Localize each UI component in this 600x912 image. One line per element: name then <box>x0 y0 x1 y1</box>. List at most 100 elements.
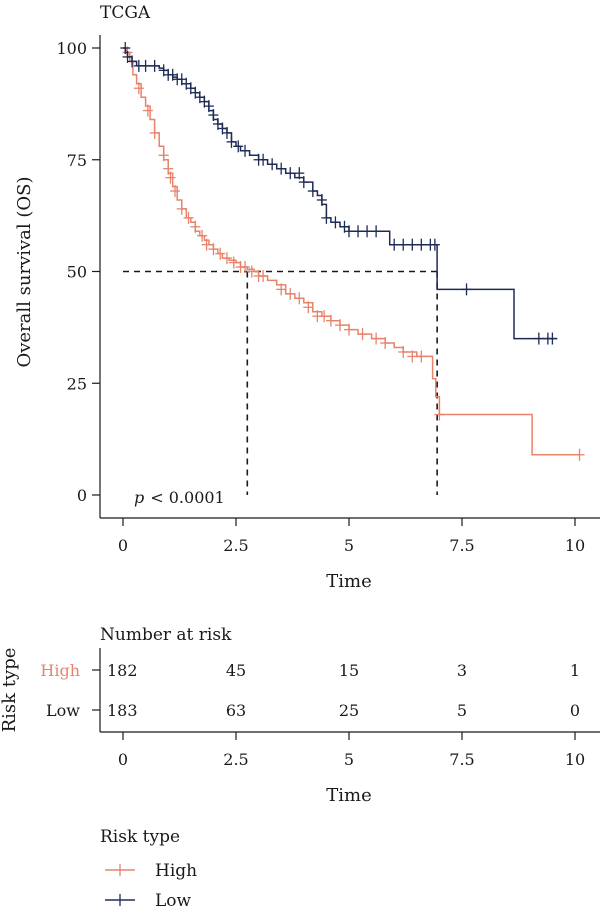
risk-row-label-high: High <box>40 661 80 680</box>
censor-mark-low <box>149 59 160 72</box>
median-lines <box>123 270 438 495</box>
risk-count: 1 <box>570 661 580 680</box>
censor-mark-high <box>276 283 287 296</box>
censor-mark-low <box>127 55 138 68</box>
y-tick-label: 100 <box>56 39 87 58</box>
risk-count: 3 <box>457 661 467 680</box>
censor-mark-high <box>416 350 427 363</box>
censor-mark-high <box>201 238 212 251</box>
risk-table-title: Number at risk <box>100 625 232 645</box>
censor-mark-high <box>176 202 187 215</box>
survival-series <box>120 42 585 461</box>
censor-mark-low <box>353 225 364 238</box>
censor-mark-low <box>276 162 287 175</box>
censor-mark-high <box>344 323 354 336</box>
censor-mark-high <box>407 350 418 363</box>
censor-mark-low <box>307 185 318 198</box>
p-value-prefix: p <box>134 488 144 507</box>
censor-mark-low <box>203 100 214 113</box>
censor-mark-low <box>120 42 131 54</box>
censor-mark-high <box>190 220 201 233</box>
censor-mark-high <box>133 82 144 95</box>
risk-table-x-tick-label: 7.5 <box>449 750 474 769</box>
x-tick-label: 10 <box>565 536 585 555</box>
risk-table-rows: High 182 45 15 3 1 Low 183 63 25 5 0 <box>40 661 580 720</box>
risk-row-label-low: Low <box>46 701 80 720</box>
censor-mark-high <box>303 301 314 314</box>
risk-count: 15 <box>339 661 359 680</box>
censor-mark-high <box>434 408 445 421</box>
censor-mark-low <box>240 144 251 157</box>
censor-mark-low <box>267 158 278 171</box>
risk-table-x-tick-label: 0 <box>118 750 128 769</box>
risk-table-y-title: Risk type <box>0 648 20 733</box>
censor-mark-low <box>221 126 232 139</box>
censor-mark-high <box>221 252 232 265</box>
censor-mark-high <box>325 314 336 327</box>
censor-mark-high <box>165 171 176 184</box>
censor-mark-high <box>398 345 409 358</box>
censor-mark-low <box>362 225 373 238</box>
censor-mark-high <box>149 126 160 139</box>
risk-count: 45 <box>226 661 246 680</box>
censor-mark-low <box>371 225 382 238</box>
survival-plot: TCGA Overall survival (OS) Time 02550751… <box>14 3 600 592</box>
legend-item-high: High <box>105 861 197 881</box>
censor-mark-high <box>294 292 305 305</box>
legend-label: Low <box>155 891 192 908</box>
y-tick-label: 50 <box>67 263 87 282</box>
y-tick-label: 25 <box>67 374 87 393</box>
censor-mark-low <box>407 238 418 251</box>
censor-mark-low <box>398 238 409 251</box>
censor-mark-high <box>285 287 296 300</box>
y-ticks: 0 25 50 75 100 <box>56 39 100 505</box>
censor-mark-low <box>547 332 558 345</box>
censor-mark-high <box>215 247 226 260</box>
x-axis-title: Time <box>326 571 371 592</box>
censor-mark-high <box>197 229 208 242</box>
censor-mark-low <box>321 211 332 224</box>
censor-mark-high <box>208 243 219 256</box>
censor-mark-low <box>298 176 309 189</box>
risk-count: 0 <box>570 701 580 720</box>
y-axis-title: Overall survival (OS) <box>14 176 35 367</box>
y-tick-label: 0 <box>77 486 87 505</box>
legend: Risk type High Low <box>100 827 197 911</box>
censor-mark-high <box>319 310 330 323</box>
risk-table-x-title: Time <box>326 785 371 806</box>
risk-count: 63 <box>226 701 246 720</box>
censor-mark-high <box>380 337 391 350</box>
censor-mark-low <box>389 238 400 251</box>
survival-curve-low <box>123 47 557 340</box>
legend-item-low: Low <box>105 891 192 911</box>
p-value-annotation: p < 0.0001 <box>134 488 225 507</box>
censor-mark-low <box>233 140 244 153</box>
x-tick-label: 7.5 <box>449 536 474 555</box>
risk-count: 183 <box>107 701 138 720</box>
censor-mark-low <box>429 238 440 251</box>
censor-mark-high <box>334 319 345 332</box>
legend-title: Risk type <box>100 827 180 847</box>
censor-mark-high <box>574 448 585 461</box>
x-tick-label: 5 <box>344 536 354 555</box>
censor-mark-high <box>142 104 153 117</box>
censor-mark-low <box>533 332 544 345</box>
censor-mark-low <box>140 59 151 72</box>
censor-mark-high <box>169 185 180 198</box>
censor-mark-high <box>357 328 368 341</box>
x-ticks: 0 2.5 5 7.5 10 <box>118 518 585 555</box>
censor-mark-high <box>183 211 194 224</box>
censor-mark-low <box>316 193 327 206</box>
risk-count: 182 <box>107 661 138 680</box>
risk-table-x-ticks: 0 2.5 5 7.5 10 <box>118 732 585 769</box>
legend-items: High Low <box>105 861 197 911</box>
censor-mark-low <box>344 225 354 238</box>
censor-mark-high <box>240 261 251 274</box>
p-value-text: < 0.0001 <box>150 488 224 507</box>
censor-mark-low <box>330 216 341 229</box>
risk-table: Number at risk Risk type Time 0 2.5 5 7.5 10… <box>0 625 600 806</box>
survival-curve-high <box>123 47 580 456</box>
x-tick-label: 2.5 <box>223 536 248 555</box>
risk-table-x-tick-label: 2.5 <box>223 750 248 769</box>
